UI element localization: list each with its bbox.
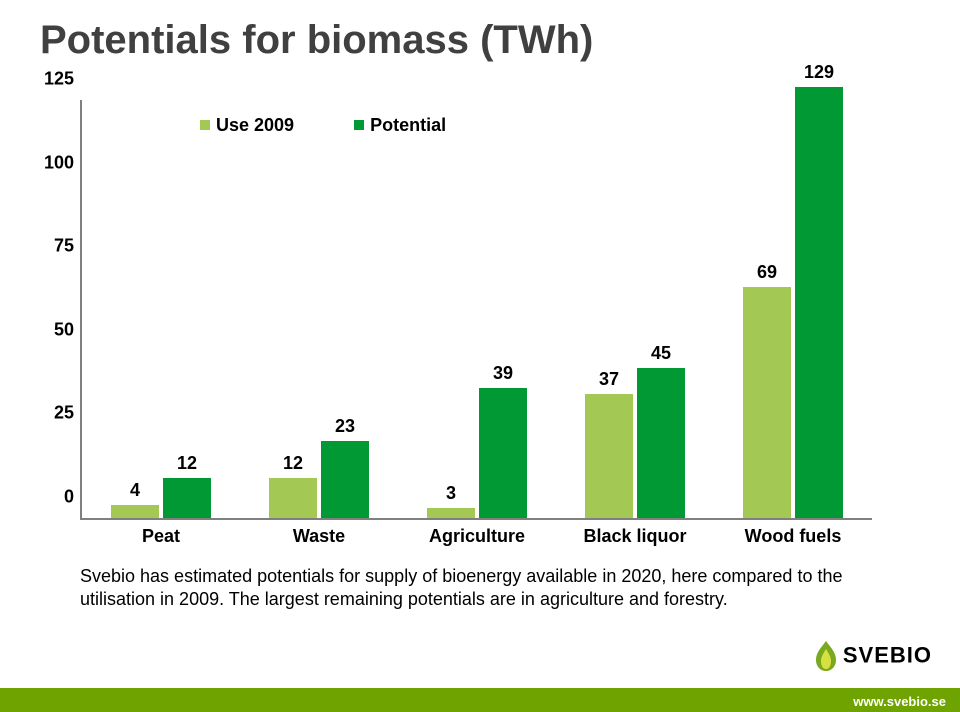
bar-value-label: 12 (177, 453, 197, 474)
y-axis-tick-label: 50 (54, 319, 74, 340)
legend-swatch (354, 120, 364, 130)
legend-item: Potential (354, 114, 446, 136)
bar: 3 (427, 508, 475, 518)
bar: 4 (111, 505, 159, 518)
bar-value-label: 37 (599, 369, 619, 390)
x-axis-category-label: Agriculture (429, 526, 525, 547)
y-axis-tick-label: 125 (44, 69, 74, 90)
chart-caption: Svebio has estimated potentials for supp… (80, 565, 880, 612)
bar-value-label: 12 (283, 453, 303, 474)
y-axis-tick-label: 0 (64, 487, 74, 508)
footer-url: www.svebio.se (853, 694, 946, 709)
bar-value-label: 69 (757, 262, 777, 283)
bar: 12 (269, 478, 317, 518)
logo-text: SVEBIO (843, 643, 932, 668)
bar: 23 (321, 441, 369, 518)
flame-icon (813, 641, 839, 676)
y-axis-tick-label: 25 (54, 403, 74, 424)
bar-value-label: 23 (335, 416, 355, 437)
bar-value-label: 129 (804, 62, 834, 83)
bar: 39 (479, 388, 527, 518)
x-axis-category-label: Peat (142, 526, 180, 547)
legend-swatch (200, 120, 210, 130)
bar-value-label: 45 (651, 343, 671, 364)
y-axis-tick-label: 100 (44, 152, 74, 173)
y-axis-tick-label: 75 (54, 236, 74, 257)
bar-value-label: 3 (446, 483, 456, 504)
svebio-logo: SVEBIO (813, 641, 932, 676)
biomass-chart: 0255075100125Peat412Waste1223Agriculture… (80, 100, 870, 520)
legend-label: Potential (370, 115, 446, 135)
legend-label: Use 2009 (216, 115, 294, 135)
bar: 129 (795, 87, 843, 518)
bar: 12 (163, 478, 211, 518)
bar-value-label: 4 (130, 480, 140, 501)
bar: 37 (585, 394, 633, 518)
x-axis-category-label: Waste (293, 526, 345, 547)
bar: 69 (743, 287, 791, 518)
bar-value-label: 39 (493, 363, 513, 384)
x-axis-category-label: Wood fuels (745, 526, 842, 547)
chart-legend: Use 2009 Potential (200, 114, 506, 136)
page-title: Potentials for biomass (TWh) (40, 18, 593, 63)
legend-item: Use 2009 (200, 114, 294, 136)
x-axis-category-label: Black liquor (583, 526, 686, 547)
footer-bar: www.svebio.se (0, 688, 960, 712)
bar: 45 (637, 368, 685, 518)
